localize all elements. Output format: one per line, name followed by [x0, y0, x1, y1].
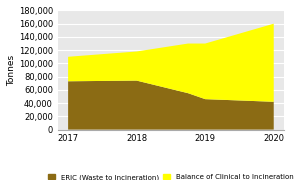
- Legend: ERIC (Waste to Incineration), Balance of Clinical to Incineration: ERIC (Waste to Incineration), Balance of…: [46, 171, 296, 180]
- Y-axis label: Tonnes: Tonnes: [7, 55, 16, 86]
